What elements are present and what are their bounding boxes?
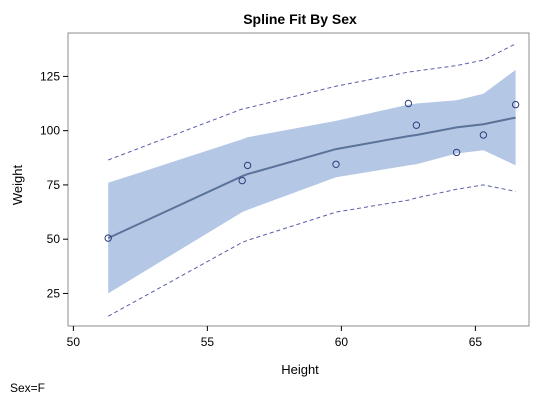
y-tick-label: 100 bbox=[40, 124, 60, 138]
confidence-band bbox=[108, 69, 516, 294]
x-tick-label: 65 bbox=[469, 335, 483, 349]
x-axis-label: Height bbox=[281, 362, 319, 377]
observation-point bbox=[511, 100, 520, 109]
lower-prediction-limit bbox=[107, 184, 516, 317]
observation-point bbox=[104, 234, 112, 242]
observation-point bbox=[243, 161, 252, 170]
chart-title: Spline Fit By Sex bbox=[243, 11, 357, 27]
y-tick-label: 125 bbox=[40, 69, 60, 83]
observation-point bbox=[412, 121, 421, 129]
observation-point bbox=[404, 99, 413, 108]
x-tick-label: 55 bbox=[201, 335, 215, 349]
observation-point bbox=[479, 131, 488, 139]
x-tick-label: 60 bbox=[335, 335, 349, 349]
footnote: Sex=F bbox=[10, 381, 46, 395]
observation-point bbox=[332, 160, 340, 169]
spline-fit-line bbox=[107, 116, 516, 240]
upper-prediction-limit bbox=[108, 43, 516, 161]
observation-point bbox=[452, 148, 461, 157]
y-axis-label: Weight bbox=[10, 165, 25, 206]
plot-frame bbox=[67, 32, 530, 327]
y-tick-label: 75 bbox=[47, 178, 61, 192]
plot-area: 50 55 60 65 25 50 75 100 125 bbox=[40, 32, 530, 349]
y-tick-label: 50 bbox=[47, 232, 61, 246]
observation-point bbox=[238, 176, 246, 185]
x-tick-label: 50 bbox=[67, 335, 81, 349]
y-tick-label: 25 bbox=[47, 286, 61, 300]
